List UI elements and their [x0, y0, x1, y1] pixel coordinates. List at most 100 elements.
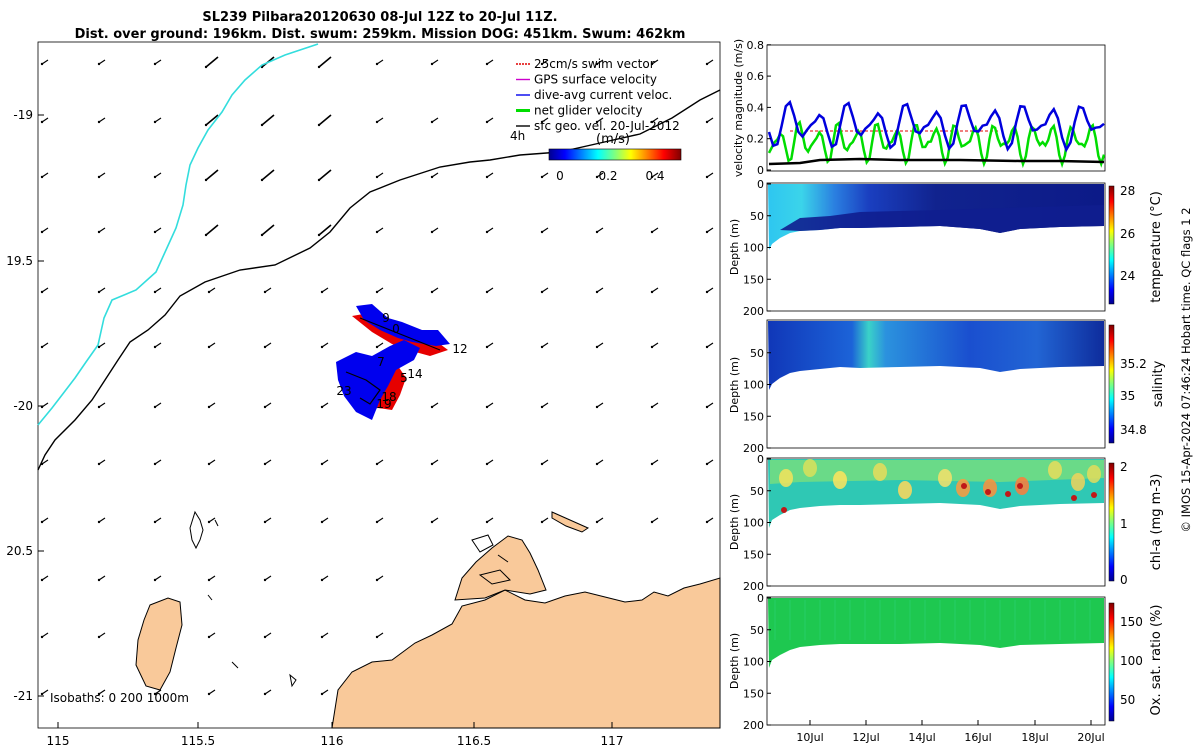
geo-arrow: [205, 56, 219, 68]
depth-tick-label: 100: [743, 379, 764, 392]
geo-arrow: [321, 632, 329, 638]
geo-arrow: [486, 287, 494, 293]
geo-arrow: [376, 227, 384, 233]
chla-colorbar-ticks: 2 1 0: [1120, 460, 1128, 587]
depth-tick-label: 0: [757, 178, 764, 191]
salinity-colorbar-ticks: 35.2 35 34.8: [1120, 357, 1147, 437]
geo-arrow: [41, 632, 49, 638]
geo-arrow-head: [207, 290, 211, 294]
geo-arrow-head: [153, 520, 157, 524]
isobaths-label: Isobaths: 0 200 1000m: [50, 691, 189, 705]
geo-arrow: [264, 632, 272, 638]
geo-arrow-head: [705, 120, 709, 124]
geo-arrow: [486, 402, 494, 408]
geo-arrow: [651, 402, 659, 408]
geo-arrow-head: [317, 123, 321, 127]
geo-arrow-head: [375, 230, 379, 234]
velocity-panel: velocity magnitude (m/s) 0 0.2 0.4 0.6 0.8: [732, 39, 1106, 177]
geo-arrow: [321, 287, 329, 293]
depth-tick-label: 150: [743, 548, 764, 561]
geo-arrow-head: [153, 405, 157, 409]
geo-arrow: [596, 402, 604, 408]
land-mainland: [331, 577, 721, 729]
geo-arrow-head: [375, 120, 379, 124]
track-label: 5: [400, 371, 408, 385]
colorbar-tick-label: 1: [1120, 517, 1128, 531]
geo-arrow: [486, 117, 494, 123]
geo-arrow: [651, 117, 659, 123]
depth-tick-label: 200: [743, 305, 764, 318]
chla-patch: [1048, 461, 1062, 479]
chla-high-point: [781, 507, 787, 513]
geo-arrow-head: [650, 62, 654, 66]
geo-arrow: [205, 224, 219, 236]
colorbar-tick-label: 28: [1120, 184, 1135, 198]
geo-arrow-head: [595, 290, 599, 294]
geo-arrow: [541, 172, 549, 178]
depth-tick-label: 150: [743, 273, 764, 286]
geo-arrow-head: [263, 345, 267, 349]
oxygen-section: [768, 598, 1104, 668]
geo-arrow: [98, 117, 106, 123]
geo-arrow: [318, 56, 332, 68]
velocity-tick-label: 0.6: [747, 70, 765, 83]
geo-arrow: [208, 342, 216, 348]
track-label: 19: [376, 397, 391, 411]
geo-arrow: [376, 117, 384, 123]
oxygen-colorbar-ticks: 150 100 50: [1120, 615, 1143, 707]
geo-arrow: [541, 287, 549, 293]
geo-arrow: [264, 459, 272, 465]
chla-yticks: 0 50 100 150 200: [743, 453, 771, 593]
geo-arrow-head: [430, 120, 434, 124]
colorbar-label: (m/s): [596, 132, 630, 147]
colorbar-tick-label: 35.2: [1120, 357, 1147, 371]
map-xtick-label: 116.5: [457, 734, 491, 748]
geo-arrow: [318, 169, 332, 181]
geo-arrow: [98, 402, 106, 408]
geo-arrow-head: [485, 405, 489, 409]
geo-arrow: [264, 342, 272, 348]
geo-arrow-head: [40, 230, 44, 234]
geo-arrow-head: [595, 230, 599, 234]
geo-arrow: [376, 287, 384, 293]
geo-arrow: [706, 517, 714, 523]
geo-arrow-head: [153, 345, 157, 349]
geo-arrow-head: [40, 290, 44, 294]
geo-arrow-head: [40, 692, 44, 696]
geo-arrow-head: [153, 120, 157, 124]
geo-arrow-head: [153, 578, 157, 582]
geo-arrow: [651, 287, 659, 293]
geo-arrow-head: [97, 692, 101, 696]
geo-arrow: [98, 517, 106, 523]
geo-arrow: [318, 114, 332, 126]
geo-arrow-head: [430, 230, 434, 234]
geo-arrow: [376, 342, 384, 348]
geo-arrow-head: [650, 120, 654, 124]
chla-high-point: [1017, 483, 1023, 489]
geo-arrow: [431, 59, 439, 65]
velocity-tick-label: 0.4: [747, 101, 765, 114]
geo-arrow-head: [207, 692, 211, 696]
geo-arrow-head: [260, 178, 264, 182]
geo-arrow-head: [650, 520, 654, 524]
oxygen-colorbar: [1108, 602, 1115, 722]
geo-arrow-head: [97, 578, 101, 582]
geo-arrow-head: [40, 635, 44, 639]
geo-arrow: [596, 342, 604, 348]
legend-label: sfc geo. vel. 20-Jul-2012: [534, 119, 680, 133]
geo-arrow-head: [317, 233, 321, 237]
geo-arrow-head: [375, 635, 379, 639]
geo-arrow: [431, 402, 439, 408]
time-tick-label: 20Jul: [1077, 731, 1104, 744]
geo-arrow: [541, 59, 549, 65]
depth-tick-label: 100: [743, 242, 764, 255]
geo-arrow: [596, 459, 604, 465]
geo-arrow: [154, 59, 162, 65]
velocity-net-glider-line: [767, 119, 1106, 169]
colorbar-tick-2: 0.4: [645, 169, 664, 183]
chla-patch: [873, 463, 887, 481]
chla-patch: [1087, 465, 1101, 483]
salinity-colorbar: [1108, 324, 1115, 444]
geo-arrow-head: [263, 520, 267, 524]
oxygen-panel: Depth (m) 0 50 100 150 200 150 100 50 Ox. sat.…: [728, 592, 1164, 732]
